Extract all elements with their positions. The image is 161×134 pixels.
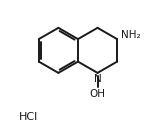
Text: NH₂: NH₂	[121, 30, 141, 40]
Text: OH: OH	[90, 89, 106, 98]
Text: N: N	[94, 74, 101, 84]
Text: HCl: HCl	[19, 112, 38, 122]
